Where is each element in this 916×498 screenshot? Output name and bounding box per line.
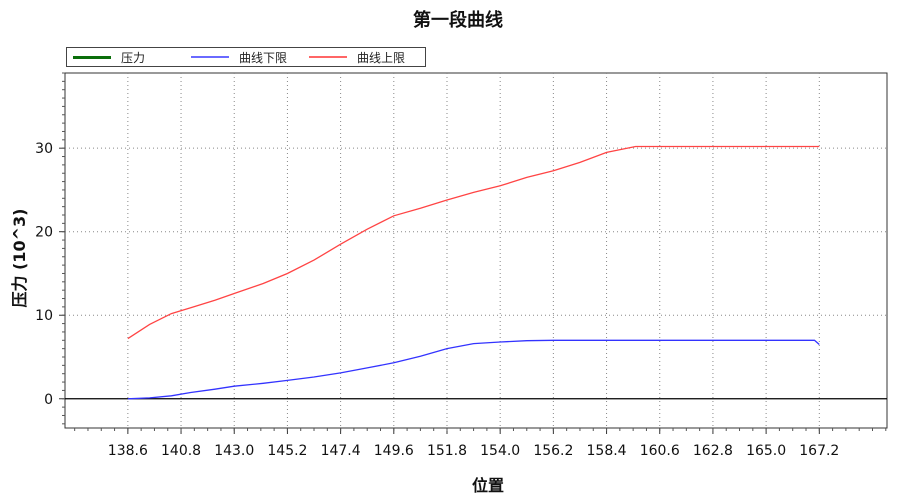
x-tick-label: 158.4 [587, 443, 627, 459]
x-tick-label: 147.4 [321, 443, 361, 459]
legend-label-upper-limit: 曲线上限 [357, 50, 406, 65]
legend-label-pressure: 压力 [121, 50, 146, 65]
series-line-upper-limit [127, 145, 820, 340]
x-tick-label: 167.2 [799, 443, 839, 459]
x-axis-label: 位置 [471, 476, 504, 495]
legend-item-lower-limit: 曲线下限 [191, 48, 287, 66]
legend-swatch-pressure [73, 55, 111, 59]
y-tick-label: 10 [35, 308, 53, 324]
x-tick-label: 140.8 [161, 443, 201, 459]
plot-frame [64, 72, 888, 429]
legend-swatch-lower-limit [191, 56, 229, 58]
x-tick-label: 149.6 [374, 443, 414, 459]
x-tick-label: 165.0 [746, 443, 786, 459]
legend-label-lower-limit: 曲线下限 [239, 50, 288, 65]
chart-title: 第一段曲线 [413, 10, 503, 31]
legend-item-pressure: 压力 [73, 48, 145, 66]
y-tick-label: 30 [35, 141, 53, 157]
x-tick-label: 162.8 [693, 443, 733, 459]
x-tick-label: 138.6 [108, 443, 148, 459]
x-tick-label: 160.6 [640, 443, 680, 459]
series-line-lower-limit [127, 339, 820, 400]
y-tick-label: 20 [35, 225, 53, 241]
legend-swatch-upper-limit [309, 56, 347, 58]
x-tick-label: 151.8 [427, 443, 467, 459]
y-tick-label: 0 [44, 392, 53, 408]
legend: 压力 曲线下限 曲线上限 [66, 47, 426, 67]
x-tick-label: 143.0 [214, 443, 254, 459]
legend-item-upper-limit: 曲线上限 [309, 48, 405, 66]
x-tick-label: 156.2 [533, 443, 573, 459]
x-tick-label: 154.0 [480, 443, 520, 459]
x-tick-label: 145.2 [267, 443, 307, 459]
